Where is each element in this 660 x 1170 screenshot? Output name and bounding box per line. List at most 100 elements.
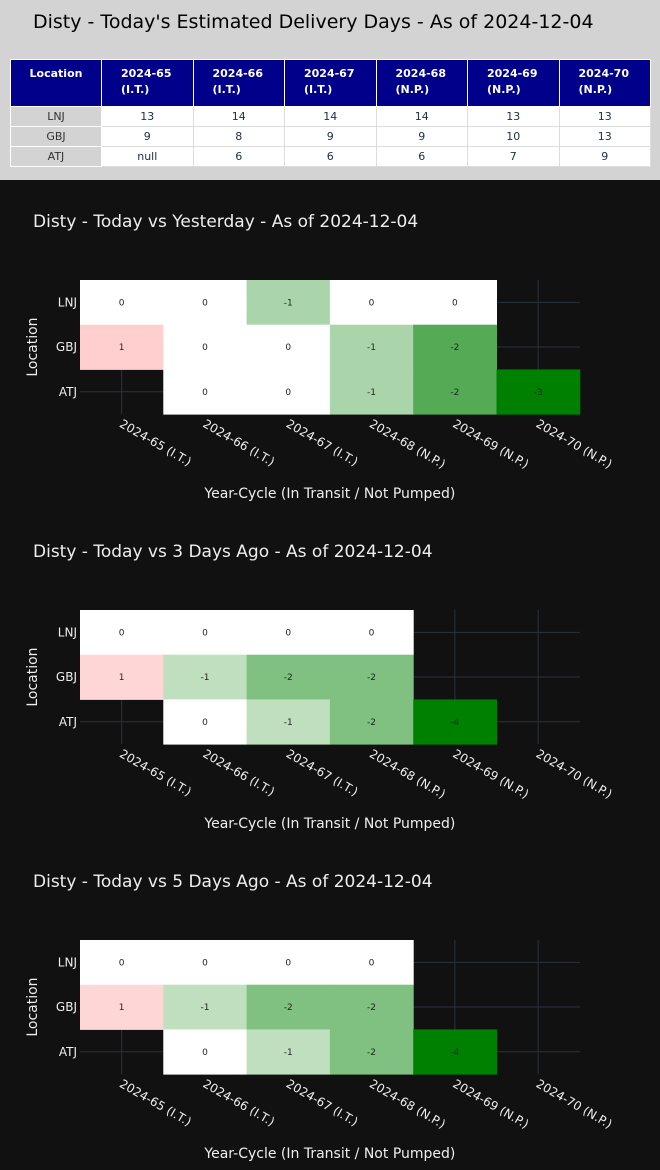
- y-tick-label: LNJ: [58, 625, 77, 639]
- heatmap-3-days: 0 0 0 0 1 -1 -2 -2 0 -1 -2 -4 LNJ GBJ ATJ 2024-65 (I.T.…: [25, 610, 615, 832]
- cell-value-label: 0: [285, 388, 291, 398]
- cell-value-label: -2: [367, 673, 376, 683]
- cell-value-label: -2: [450, 388, 459, 398]
- cell-value-label: 0: [119, 958, 125, 968]
- table-row: ATJ null 6 6 6 7 9: [10, 146, 651, 167]
- x-tick-label: 2024-70 (N.P.): [534, 1077, 615, 1132]
- cell-value-label: -1: [367, 388, 376, 398]
- cell-value-label: 0: [202, 343, 208, 353]
- cell-value-label: 0: [285, 628, 291, 638]
- y-tick-label: LNJ: [58, 295, 77, 309]
- y-axis-title: Location: [25, 977, 41, 1036]
- x-tick-label: 2024-70 (N.P.): [534, 747, 615, 802]
- x-axis-title: Year-Cycle (In Transit / Not Pumped): [203, 816, 455, 832]
- cell-value-label: 0: [119, 298, 125, 308]
- heatmap-cell: [329, 940, 414, 986]
- column-header: 2024-65 (I.T.): [101, 59, 194, 107]
- heatmap-cell: [163, 654, 248, 700]
- chart-title-yesterday: Disty - Today vs Yesterday - As of 2024-…: [33, 212, 419, 232]
- row-label: GBJ: [10, 126, 102, 147]
- cell-value-label: -4: [450, 718, 459, 728]
- column-header: 2024-68 (N.P.): [375, 59, 468, 107]
- heatmap-cell: [329, 280, 414, 326]
- cell-value-label: -1: [200, 1003, 209, 1013]
- heatmap-cell: [413, 324, 497, 370]
- cell-value-label: 1: [119, 673, 125, 683]
- table-cell: 13: [558, 106, 651, 127]
- heatmap-cell: [329, 1029, 414, 1075]
- cell-value-label: 0: [369, 628, 375, 638]
- cell-value-label: 0: [202, 298, 208, 308]
- cell-value-label: -2: [367, 1048, 376, 1058]
- table-header-row: Location 2024-65 (I.T.) 2024-66 (I.T.) 202…: [10, 59, 651, 107]
- y-tick-label: GBJ: [56, 340, 77, 354]
- y-tick-label: ATJ: [59, 385, 77, 399]
- cell-value-label: -1: [284, 298, 293, 308]
- x-tick-label: 2024-66 (I.T.): [200, 747, 277, 799]
- table-row: GBJ 9 8 9 9 10 13: [10, 126, 651, 147]
- table-cell: 7: [467, 146, 560, 167]
- cell-value-label: -2: [450, 343, 459, 353]
- table-cell: 9: [284, 126, 377, 147]
- cell-value-label: 0: [202, 958, 208, 968]
- cell-value-label: 1: [119, 343, 125, 353]
- x-tick-label: 2024-65 (I.T.): [117, 747, 194, 799]
- heatmap-yesterday: 0 0 -1 0 0 1 0 0 -1 -2 0 0 -1 -2 -3 LNJ GBJ ATJ 2024-65 (I…: [25, 280, 615, 502]
- heatmap-cell: [246, 984, 331, 1030]
- heatmap-cell: [329, 654, 414, 700]
- heatmap-cell: [413, 280, 497, 326]
- cell-value-label: 0: [285, 958, 291, 968]
- heatmap-cell: [246, 369, 331, 415]
- cell-value-label: -1: [367, 343, 376, 353]
- table-cell: 13: [558, 126, 651, 147]
- heatmap-cell: [246, 1029, 331, 1075]
- heatmap-cell: [80, 654, 164, 700]
- heatmap-cell: [163, 940, 248, 986]
- chart-title-3-days: Disty - Today vs 3 Days Ago - As of 2024…: [33, 542, 433, 562]
- table-cell: 9: [558, 146, 651, 167]
- heatmap-cell: [246, 280, 331, 326]
- table-cell: 6: [192, 146, 285, 167]
- column-header: 2024-69 (N.P.): [467, 59, 560, 107]
- delivery-days-table: Location 2024-65 (I.T.) 2024-66 (I.T.) 202…: [10, 59, 651, 167]
- table-cell: 14: [375, 106, 468, 127]
- cell-value-label: 0: [452, 298, 458, 308]
- heatmap-cell: [413, 369, 497, 415]
- heatmap-cell: [163, 369, 248, 415]
- cell-value-label: -2: [284, 673, 293, 683]
- table-cell: 8: [192, 126, 285, 147]
- heatmap-cell: [163, 984, 248, 1030]
- cell-value-label: 0: [202, 388, 208, 398]
- heatmap-cell: [80, 984, 164, 1030]
- cell-value-label: 0: [369, 298, 375, 308]
- x-tick-label: 2024-67 (I.T.): [284, 747, 361, 799]
- cell-value-label: 0: [202, 1048, 208, 1058]
- heatmap-cell: [329, 699, 414, 745]
- cell-value-label: -1: [284, 718, 293, 728]
- y-tick-label: LNJ: [58, 955, 77, 969]
- x-tick-label: 2024-66 (I.T.): [200, 1077, 277, 1129]
- location-column-header: Location: [10, 59, 102, 107]
- x-tick-label: 2024-68 (N.P.): [367, 1077, 448, 1132]
- heatmap-cell: [80, 280, 164, 326]
- heatmap-cell: [413, 699, 497, 745]
- x-axis-title: Year-Cycle (In Transit / Not Pumped): [203, 1146, 455, 1162]
- x-axis-title: Year-Cycle (In Transit / Not Pumped): [203, 486, 455, 502]
- y-axis-title: Location: [25, 647, 41, 706]
- x-tick-label: 2024-67 (I.T.): [284, 417, 361, 469]
- heatmap-cell: [80, 324, 164, 370]
- cell-value-label: -2: [367, 718, 376, 728]
- table-cell: null: [101, 146, 194, 167]
- table-cell: 13: [101, 106, 194, 127]
- heatmap-cell: [413, 1029, 497, 1075]
- cell-value-label: -3: [534, 388, 543, 398]
- x-tick-label: 2024-70 (N.P.): [534, 417, 615, 472]
- heatmap-cell: [329, 369, 414, 415]
- cell-value-label: 1: [119, 1003, 125, 1013]
- heatmap-cell: [246, 610, 331, 656]
- x-tick-label: 2024-69 (N.P.): [450, 1077, 531, 1132]
- heatmap-cell: [246, 699, 331, 745]
- table-title: Disty - Today's Estimated Delivery Days …: [33, 11, 594, 33]
- column-header: 2024-70 (N.P.): [558, 59, 651, 107]
- x-tick-label: 2024-65 (I.T.): [117, 417, 194, 469]
